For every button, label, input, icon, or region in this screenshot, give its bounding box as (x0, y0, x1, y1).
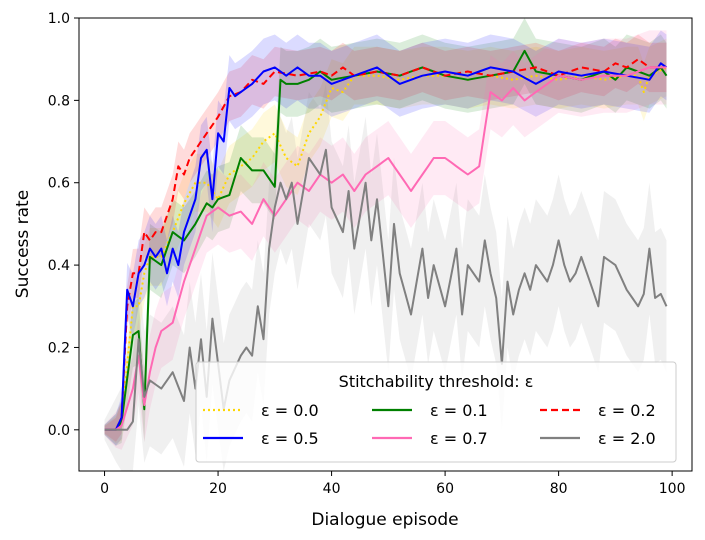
y-axis-label: Success rate (13, 190, 33, 298)
x-tick-label: 20 (209, 481, 227, 497)
y-tick-label: 0.0 (48, 423, 70, 439)
legend: Stitchability threshold: ε ε = 0.0 ε = 0.… (195, 361, 677, 463)
y-tick-label: 0.6 (48, 176, 70, 192)
y-axis-ticks: 0.0 0.2 0.4 0.6 0.8 1.0 (48, 11, 79, 439)
x-axis-ticks: 0 20 40 60 80 100 (100, 471, 686, 497)
x-tick-label: 80 (550, 481, 568, 497)
legend-label-0-7: ε = 0.7 (430, 429, 488, 448)
y-tick-label: 0.8 (48, 93, 70, 109)
x-tick-label: 40 (323, 481, 341, 497)
legend-label-0-1: ε = 0.1 (430, 401, 488, 420)
legend-label-0-5: ε = 0.5 (261, 429, 319, 448)
x-tick-label: 0 (100, 481, 109, 497)
y-tick-label: 0.4 (48, 258, 70, 274)
plot-frame (78, 17, 693, 472)
band-0-1 (104, 18, 667, 446)
band-0-7 (104, 30, 667, 450)
y-tick-label: 1.0 (48, 11, 70, 27)
legend-label-2-0: ε = 2.0 (598, 429, 656, 448)
x-tick-label: 60 (436, 481, 454, 497)
line-0-7 (104, 66, 667, 431)
y-tick-label: 0.2 (48, 340, 70, 356)
legend-label-0-0: ε = 0.0 (261, 401, 319, 420)
x-axis-label: Dialogue episode (311, 510, 458, 530)
legend-title: Stitchability threshold: ε (339, 372, 534, 391)
x-tick-label: 100 (659, 481, 686, 497)
legend-entries: ε = 0.0 ε = 0.1 ε = 0.2 ε = 0.5 ε = 0.7 ε = 2… (203, 401, 656, 448)
line-0-5 (104, 62, 668, 431)
legend-label-0-2: ε = 0.2 (598, 401, 656, 420)
band-0-0 (104, 38, 667, 444)
